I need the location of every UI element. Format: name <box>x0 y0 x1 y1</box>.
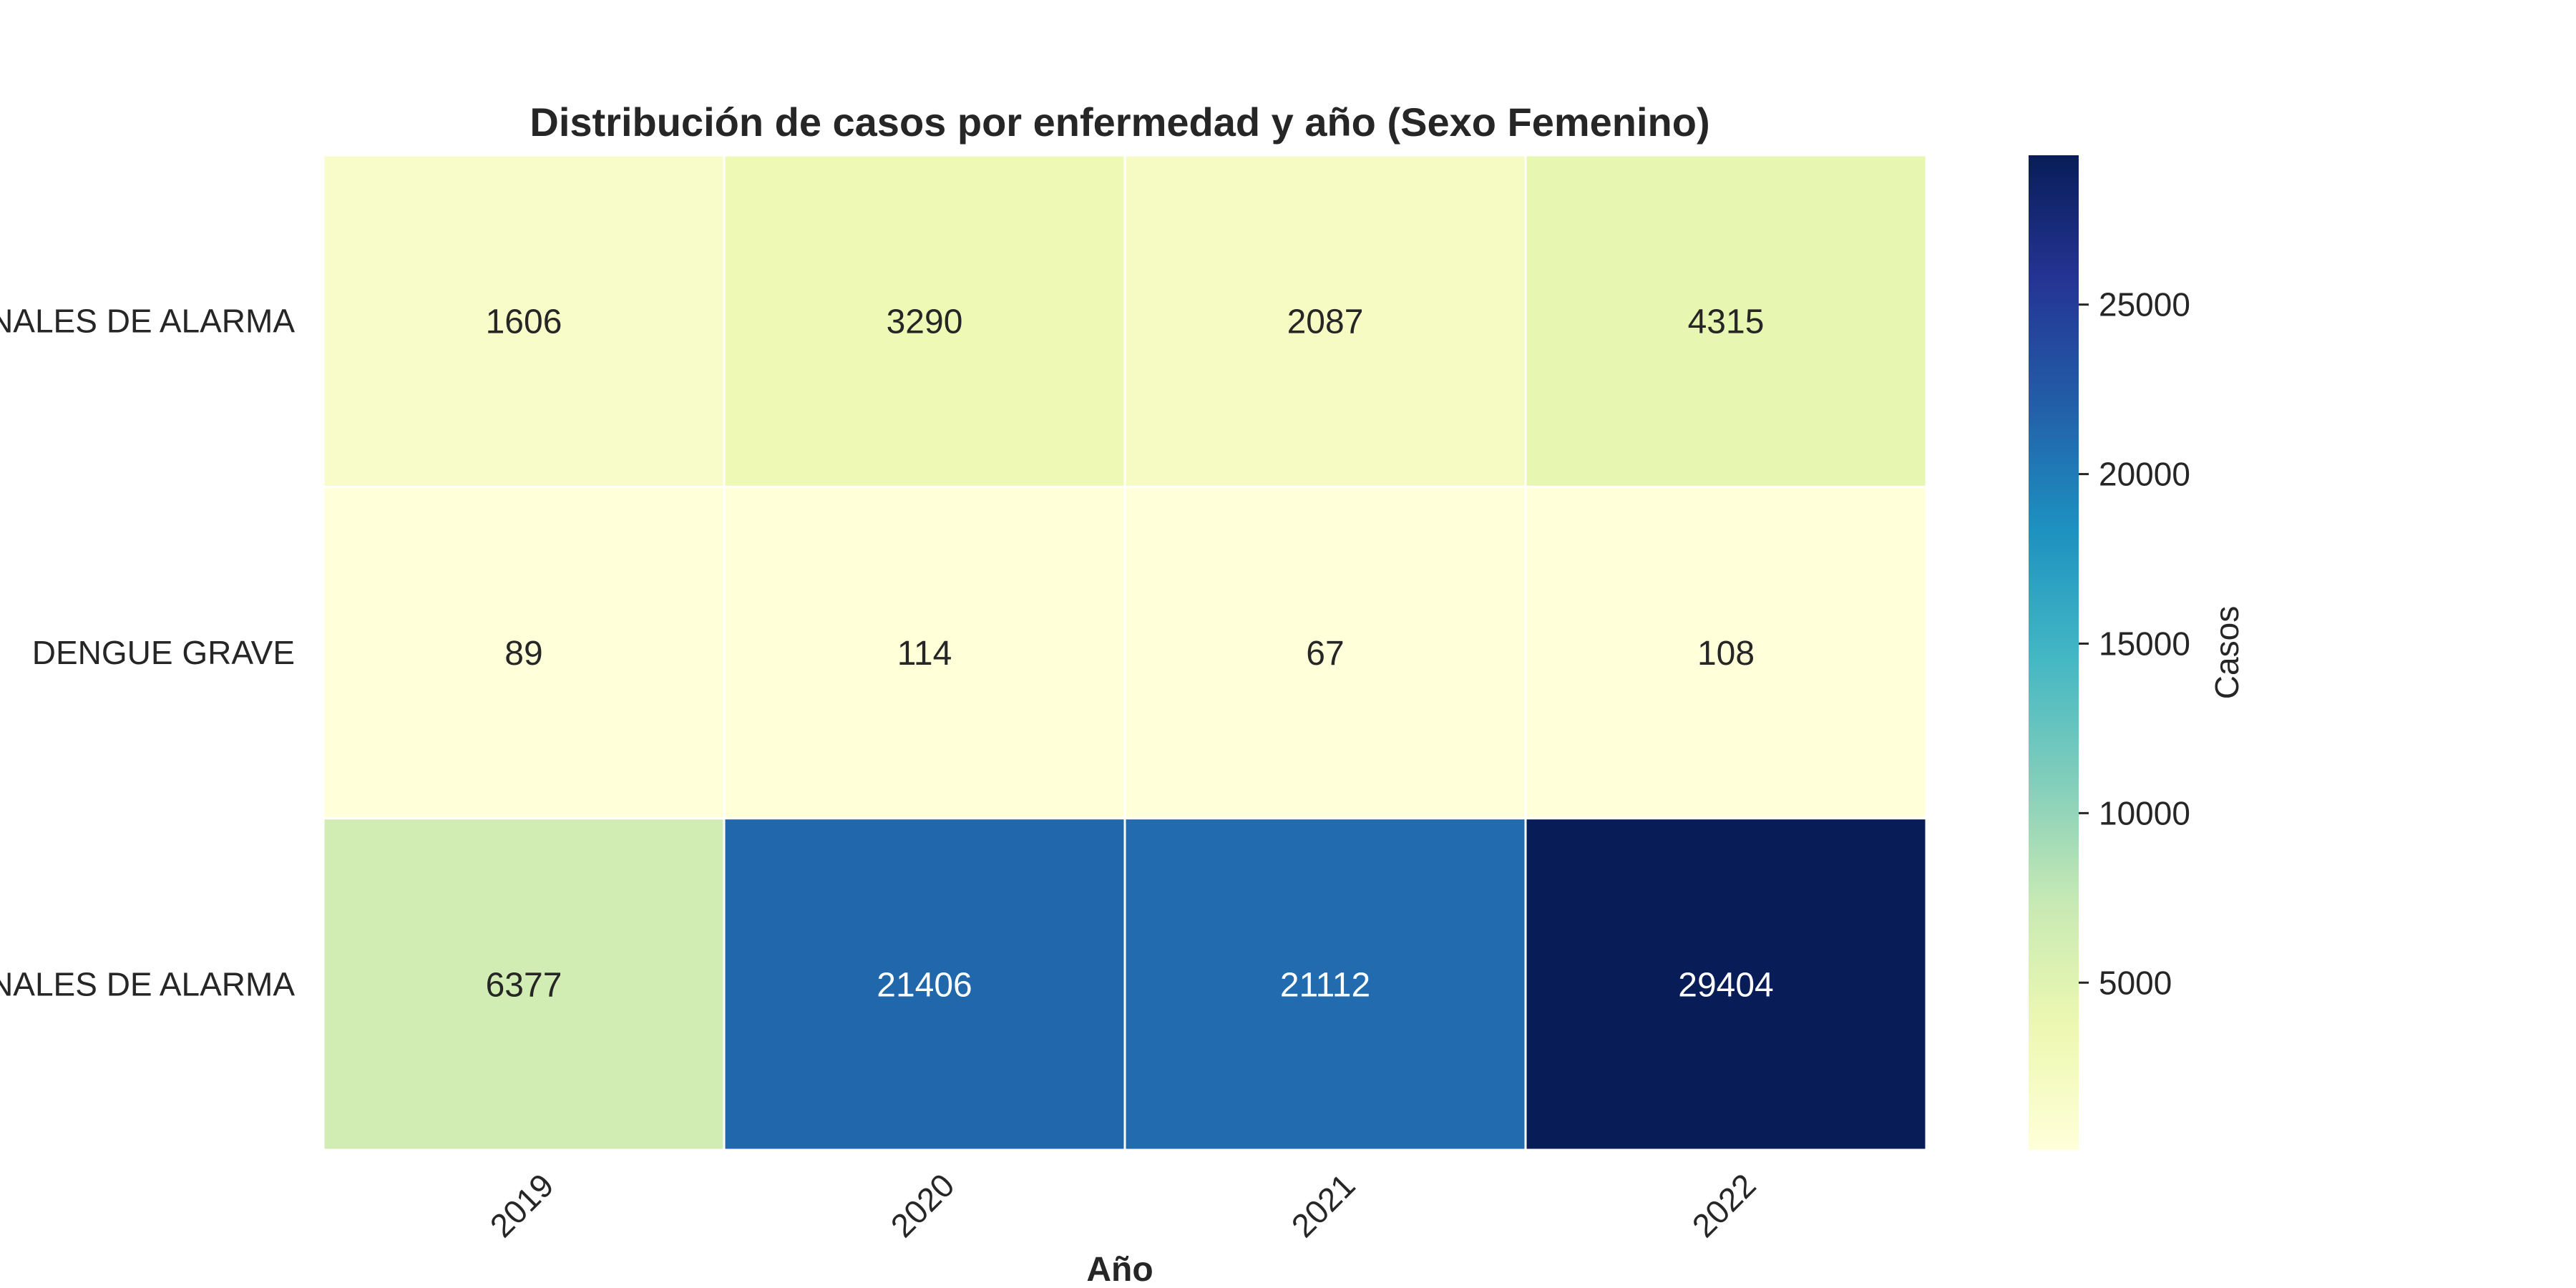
heatmap-cell <box>723 817 1126 1151</box>
colorbar-tick-label: 25000 <box>2099 286 2190 323</box>
x-axis-tick-labels: 2019 2020 2021 2022 <box>483 1166 1763 1244</box>
heatmap-cell <box>322 154 726 488</box>
heatmap-cell <box>723 154 1126 488</box>
y-tick-label: NALES DE ALARMA <box>0 303 295 340</box>
heatmap-cell <box>1524 817 1928 1151</box>
y-tick-label: DENGUE GRAVE <box>32 634 295 671</box>
heatmap-cell <box>322 485 726 820</box>
chart-title: Distribución de casos por enfermedad y a… <box>530 99 1709 145</box>
heatmap-cell-value: 108 <box>1697 635 1755 673</box>
colorbar-tick-label: 10000 <box>2099 794 2190 831</box>
y-tick-label: NALES DE ALARMA <box>0 965 295 1002</box>
colorbar-tick-label: 20000 <box>2099 456 2190 493</box>
heatmap-cell <box>723 485 1126 820</box>
heatmap-cell-value: 67 <box>1306 635 1344 673</box>
x-axis-title: Año <box>1086 1251 1153 1288</box>
y-axis-tick-labels: NALES DE ALARMA DENGUE GRAVE NALES DE ALAR… <box>0 303 295 1003</box>
x-tick-label: 2021 <box>1284 1166 1362 1244</box>
colorbar <box>2029 155 2079 1150</box>
heatmap-cell-value: 21112 <box>1280 966 1370 1004</box>
colorbar-label: Casos <box>2208 606 2245 699</box>
colorbar-tick-label: 15000 <box>2099 625 2190 662</box>
heatmap-cell-value: 89 <box>504 635 542 673</box>
heatmap-cell-value: 21406 <box>877 966 972 1004</box>
heatmap-cell-value: 29404 <box>1678 966 1773 1004</box>
x-tick-label: 2019 <box>483 1166 561 1244</box>
x-tick-label: 2022 <box>1685 1166 1763 1244</box>
heatmap-cell <box>322 817 726 1151</box>
colorbar-tick-label: 5000 <box>2099 964 2172 1001</box>
heatmap-cell-value: 114 <box>897 635 952 673</box>
x-tick-label: 2020 <box>884 1166 962 1244</box>
heatmap-cell-value: 3290 <box>887 303 963 341</box>
heatmap-cells <box>322 154 1928 1151</box>
heatmap-cell-value: 1606 <box>486 303 562 341</box>
heatmap-cell-value: 4315 <box>1688 303 1765 341</box>
colorbar-ticks: 5000 10000 15000 20000 25000 <box>2079 286 2190 1001</box>
heatmap-cell-value: 6377 <box>486 966 562 1004</box>
heatmap-cell <box>1524 154 1928 488</box>
heatmap-cell <box>1123 485 1527 820</box>
heatmap-cell <box>1524 485 1928 820</box>
heatmap-cell <box>1123 154 1527 488</box>
heatmap-cell-labels: 1606 3290 2087 4315 89 114 67 108 6377 21406 21112… <box>486 303 1774 1005</box>
heatmap-cell-value: 2087 <box>1287 303 1364 341</box>
